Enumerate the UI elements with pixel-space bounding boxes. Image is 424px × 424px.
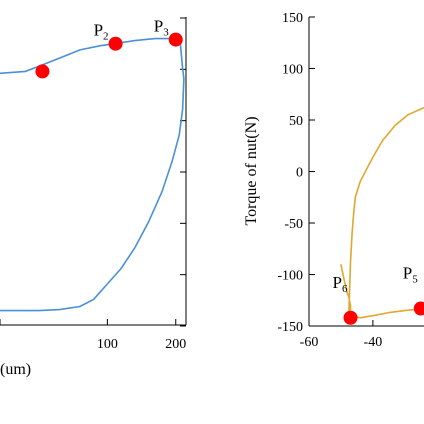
marker-point <box>108 36 123 51</box>
left-series-line <box>0 36 185 312</box>
right-y-tick-label: 50 <box>289 114 303 129</box>
right-x-tick-label: -60 <box>300 335 319 350</box>
right-markers: P6 P5 <box>333 263 424 325</box>
left-markers: P2 P3 <box>35 17 183 79</box>
right-y-tick-label: 100 <box>282 63 303 78</box>
left-x-tick-label: 100 <box>97 337 118 352</box>
right-x-tick-label: -40 <box>364 335 383 350</box>
right-y-axis-label: Torque of nut(N) <box>243 116 260 225</box>
right-series-line-rising <box>340 106 424 315</box>
left-x-ticks: 100 200 <box>0 319 186 352</box>
marker-label: P3 <box>154 17 169 39</box>
marker-point <box>35 64 50 79</box>
left-x-axis-label: (um) <box>0 361 31 378</box>
marker-label: P6 <box>333 273 348 295</box>
marker-label: P2 <box>94 21 109 43</box>
right-y-tick-label: -50 <box>284 217 303 232</box>
right-y-ticks: 150 100 50 0 -50 -100 -150 <box>277 11 315 335</box>
right-y-tick-label: 150 <box>282 11 303 26</box>
marker-point <box>413 301 424 316</box>
marker-point <box>168 32 183 47</box>
marker-point <box>343 310 358 325</box>
right-series-line-bottom <box>350 307 424 319</box>
right-panel: 150 100 50 0 -50 -100 -150 -60 -40 P6 P5 Torque … <box>243 11 424 350</box>
right-y-tick-label: 0 <box>296 166 303 181</box>
marker-label: P5 <box>403 263 418 285</box>
left-x-tick-label: 200 <box>165 337 186 352</box>
right-x-ticks: -60 -40 <box>300 320 383 350</box>
right-y-tick-label: -100 <box>277 269 303 284</box>
left-panel: 100 200 P2 P3 (um) <box>0 17 187 378</box>
right-y-tick-label: -150 <box>277 320 303 335</box>
